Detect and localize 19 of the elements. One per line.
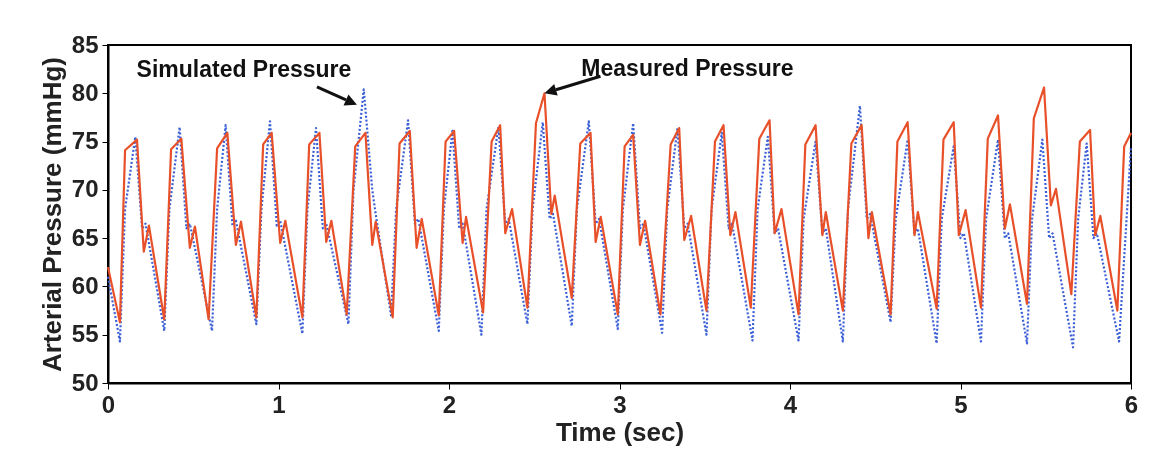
x-tick-label: 0	[101, 390, 116, 418]
annotation: Simulated Pressure	[136, 55, 352, 82]
x-tick-label: 1	[272, 390, 286, 418]
y-tick-label: 50	[71, 368, 99, 396]
y-tick-label: 75	[71, 127, 99, 155]
annotation: Measured Pressure	[581, 55, 794, 82]
x-tick-label: 2	[442, 390, 457, 418]
x-axis-title: Time (sec)	[555, 416, 685, 447]
y-tick-label: 70	[71, 175, 99, 203]
y-tick-label: 85	[71, 30, 99, 58]
x-tick-label: 4	[783, 390, 798, 418]
x-tick-label: 6	[1124, 390, 1139, 418]
y-tick-label: 65	[71, 223, 99, 251]
y-tick-label: 55	[71, 320, 99, 348]
y-tick-label: 60	[71, 271, 99, 299]
y-tick-label: 80	[71, 78, 99, 106]
x-tick-label: 5	[954, 390, 968, 418]
y-axis-title: Arterial Pressure (mmHg)	[36, 57, 67, 372]
x-tick-label: 3	[613, 390, 627, 418]
